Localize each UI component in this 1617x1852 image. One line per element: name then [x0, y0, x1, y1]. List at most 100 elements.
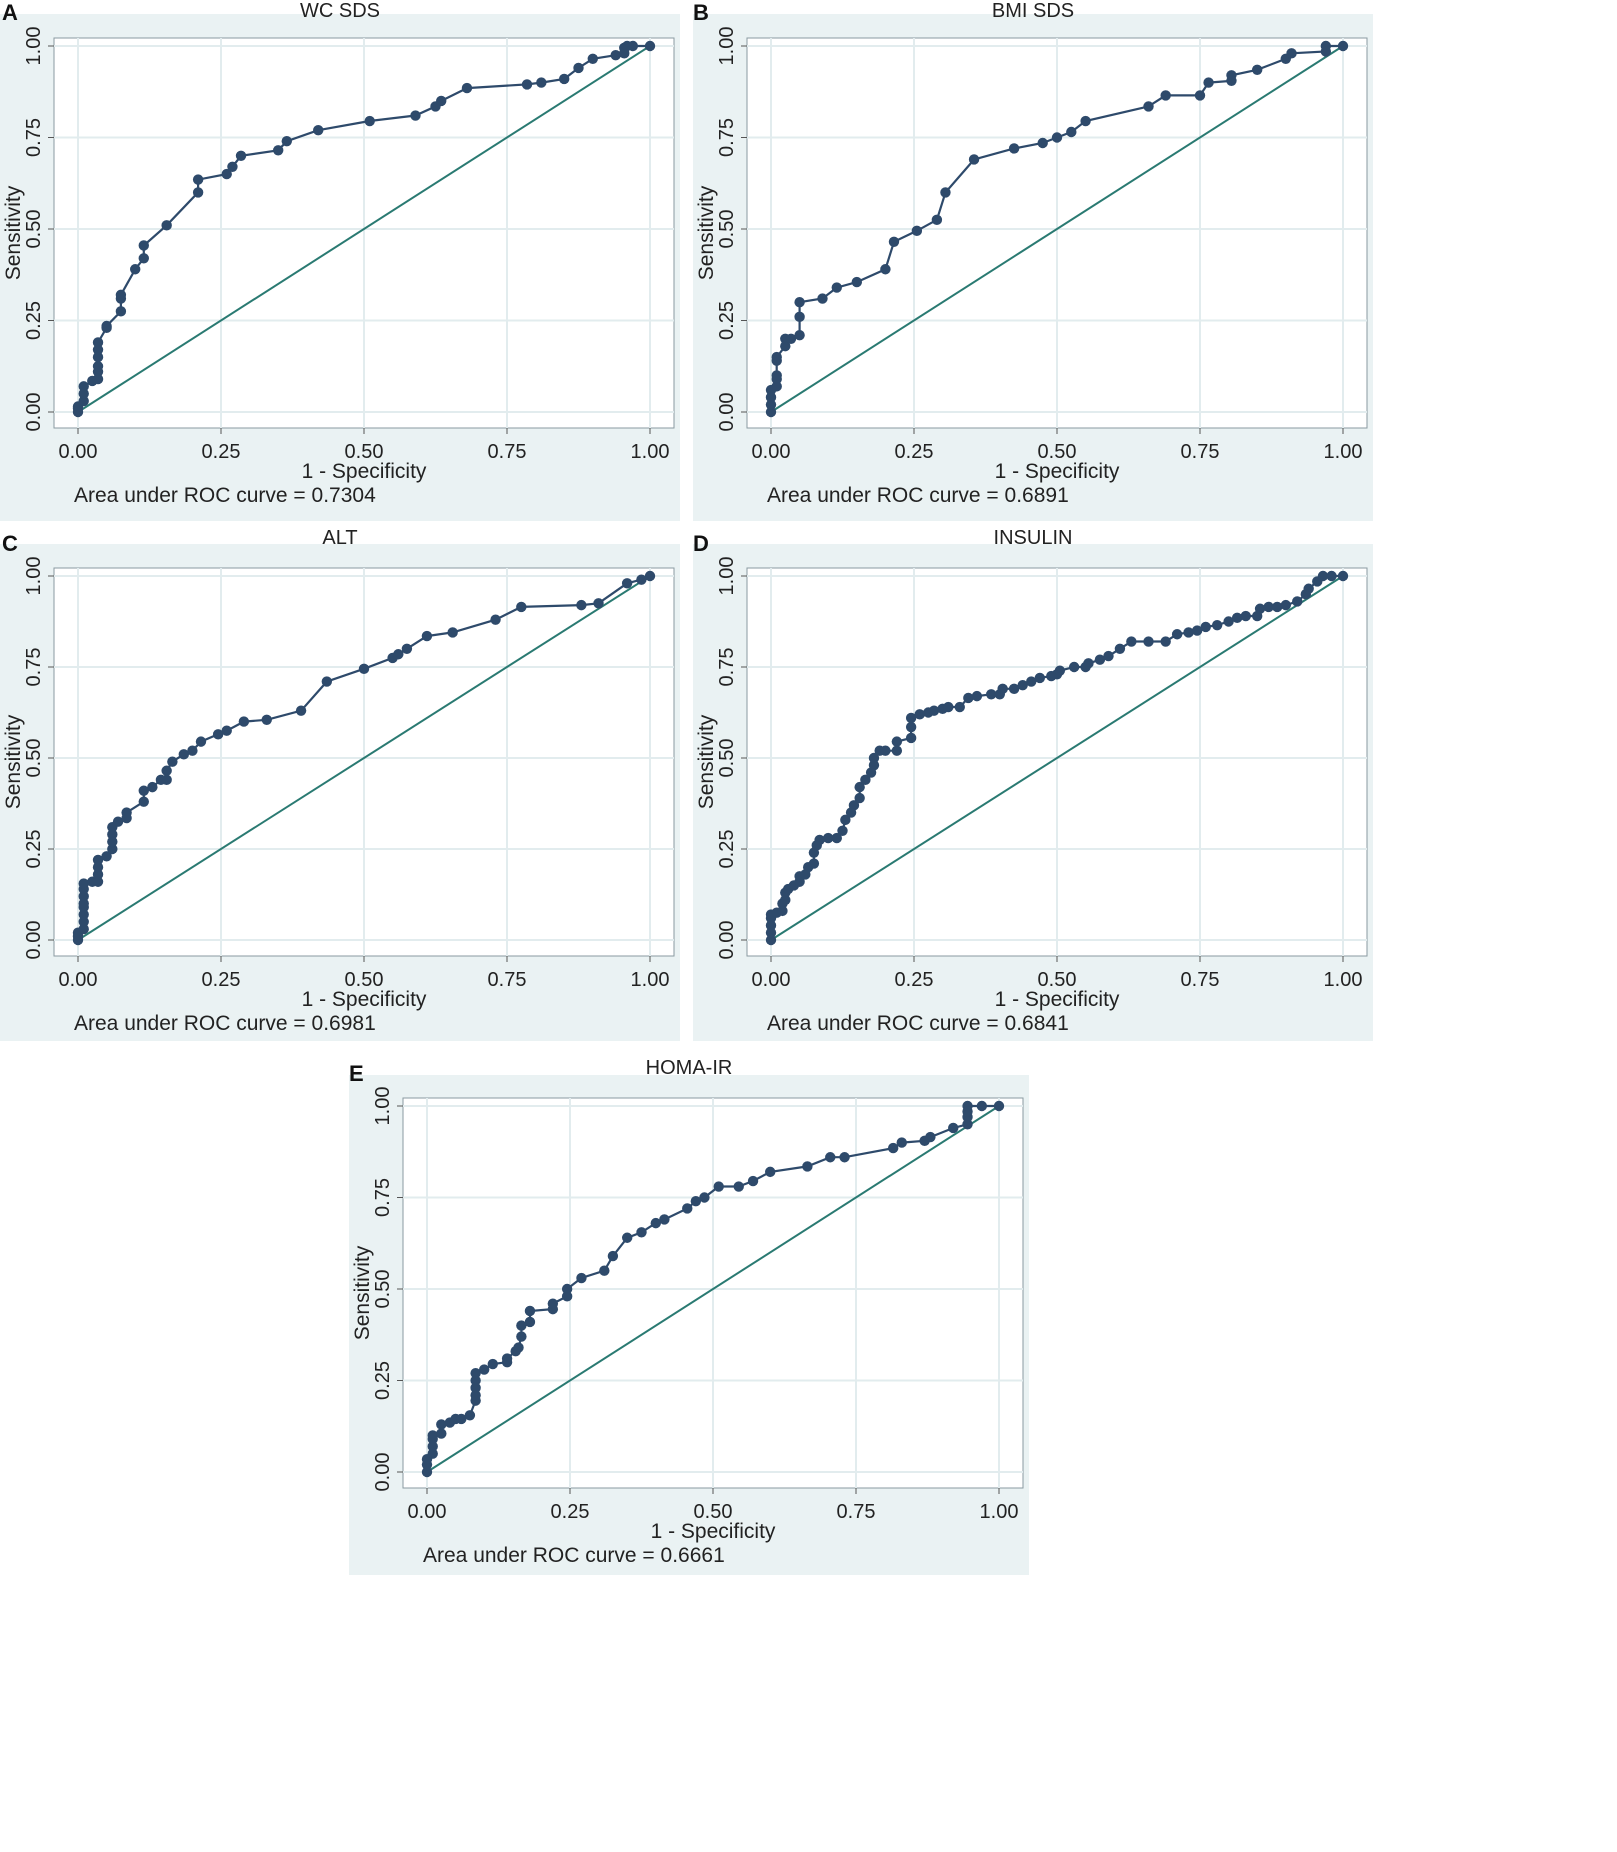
roc-point	[436, 95, 447, 107]
roc-chart-e: 0.00 0.00 0.25 0.25 0.50 0.50 0.75 0.75 1.00 1.00…	[351, 1087, 1024, 1567]
roc-point	[107, 843, 118, 855]
roc-point	[410, 110, 421, 121]
y-tick-label: 1.00	[716, 27, 738, 66]
roc-point	[765, 934, 777, 946]
x-tick-label: 0.25	[202, 969, 241, 991]
x-tick-label: 0.75	[1181, 969, 1220, 991]
roc-point	[470, 1382, 481, 1394]
reference-line	[770, 575, 1344, 941]
roc-point	[521, 79, 533, 90]
roc-point	[573, 62, 584, 74]
y-tick-label: 0.75	[372, 1178, 394, 1217]
roc-point	[1203, 77, 1214, 88]
roc-point	[1240, 610, 1251, 622]
roc-point	[78, 898, 89, 909]
roc-point	[891, 736, 903, 747]
roc-point	[1337, 40, 1349, 52]
roc-point	[1254, 603, 1266, 614]
y-axis-title: Sensitivity	[351, 1245, 374, 1340]
roc-point	[576, 1272, 587, 1284]
roc-point	[593, 598, 604, 609]
roc-point	[940, 187, 951, 198]
roc-point	[92, 862, 104, 873]
roc-point	[794, 329, 805, 341]
roc-point	[765, 1166, 776, 1178]
x-tick-label: 0.00	[752, 441, 791, 463]
x-tick-label: 0.50	[345, 441, 384, 463]
roc-point	[621, 578, 633, 589]
roc-point	[516, 1320, 527, 1331]
roc-point	[238, 716, 250, 727]
x-tick-label: 0.00	[408, 1501, 447, 1523]
roc-point	[92, 361, 104, 372]
roc-point	[771, 370, 782, 381]
roc-point	[1160, 90, 1171, 101]
roc-point	[92, 854, 104, 866]
roc-point	[1008, 143, 1020, 154]
x-tick-label: 0.75	[488, 441, 527, 463]
roc-point	[115, 306, 127, 317]
roc-point	[427, 1441, 438, 1452]
roc-point	[138, 785, 149, 796]
y-axis-title: Sensitivity	[695, 714, 718, 809]
roc-point	[1143, 636, 1154, 647]
roc-point	[1114, 643, 1126, 654]
roc-point	[1143, 101, 1154, 112]
roc-point	[794, 311, 805, 323]
roc-point	[524, 1305, 536, 1317]
roc-point	[765, 920, 777, 931]
roc-point	[161, 765, 172, 776]
roc-point	[747, 1175, 759, 1187]
roc-point	[851, 276, 862, 288]
roc-point	[993, 1100, 1005, 1112]
roc-point	[911, 225, 923, 237]
roc-point	[905, 721, 917, 733]
roc-point	[1292, 596, 1303, 607]
roc-point	[479, 1364, 490, 1375]
roc-point	[513, 1342, 524, 1353]
roc-point	[436, 1419, 447, 1430]
roc-point	[516, 1331, 527, 1342]
roc-point	[161, 774, 172, 786]
roc-point	[814, 834, 825, 846]
roc-point	[888, 236, 900, 248]
x-tick-label: 1.00	[1324, 441, 1363, 463]
panel-letter-b: B	[693, 0, 709, 25]
y-tick-label: 0.50	[372, 1270, 394, 1309]
roc-point	[92, 351, 104, 363]
roc-point	[227, 161, 238, 172]
y-tick-label: 0.00	[23, 393, 45, 432]
auc-note: Area under ROC curve = 0.6981	[74, 1012, 376, 1035]
roc-point	[115, 289, 127, 301]
roc-point	[167, 756, 178, 767]
roc-point	[1252, 64, 1263, 75]
roc-point	[92, 869, 104, 880]
y-tick-label: 0.50	[23, 210, 45, 249]
roc-point	[178, 749, 190, 760]
roc-point	[931, 214, 943, 226]
x-tick-label: 0.75	[1181, 441, 1220, 463]
roc-point	[78, 395, 89, 407]
panel-letter-a: A	[2, 0, 18, 25]
roc-point	[690, 1195, 702, 1207]
roc-point	[644, 40, 656, 52]
roc-point	[976, 1100, 988, 1112]
roc-point	[393, 649, 404, 660]
roc-point	[78, 891, 89, 902]
roc-chart-d: 0.00 0.00 0.25 0.25 0.50 0.50 0.75 0.75 1.00 1.00…	[695, 557, 1368, 1035]
roc-point	[1317, 570, 1329, 582]
roc-point	[576, 599, 587, 611]
roc-point	[421, 630, 433, 642]
roc-point	[536, 77, 547, 88]
roc-point	[880, 264, 891, 275]
roc-point	[421, 1466, 433, 1478]
x-tick-label: 0.25	[202, 441, 241, 463]
x-axis-title: 1 - Specificity	[995, 988, 1120, 1011]
roc-point	[817, 293, 828, 304]
x-tick-label: 0.50	[345, 969, 384, 991]
roc-point	[1183, 627, 1194, 638]
roc-point	[831, 282, 842, 293]
x-tick-label: 0.25	[895, 441, 934, 463]
roc-point	[777, 905, 788, 917]
panel-title-a: WC SDS	[300, 0, 380, 22]
